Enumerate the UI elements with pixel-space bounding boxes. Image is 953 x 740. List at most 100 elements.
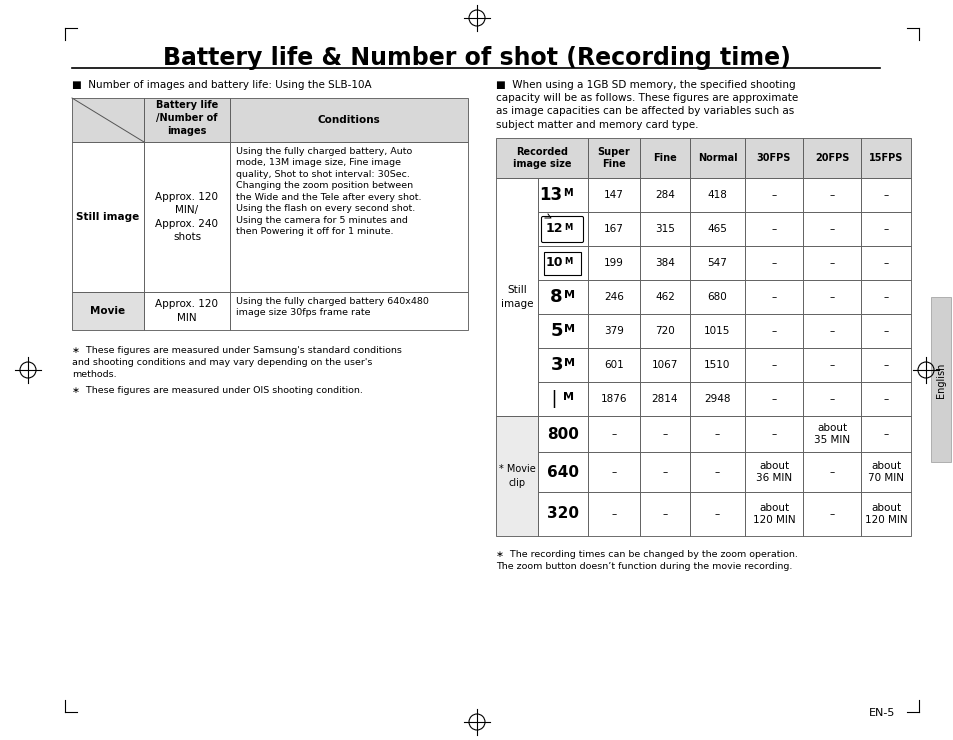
Text: 640: 640: [546, 465, 578, 480]
Text: M: M: [563, 257, 572, 266]
Bar: [802, 212, 861, 246]
Bar: [537, 314, 587, 348]
Text: 384: 384: [655, 258, 674, 268]
Text: –: –: [828, 509, 834, 519]
Bar: [802, 138, 861, 178]
Text: 167: 167: [603, 224, 623, 234]
Text: Normal: Normal: [697, 153, 737, 163]
Text: –: –: [771, 394, 776, 404]
Bar: [639, 280, 689, 314]
Bar: [537, 348, 587, 382]
Text: 199: 199: [603, 258, 623, 268]
Bar: [144, 98, 230, 142]
Bar: [537, 178, 587, 212]
Bar: [689, 492, 744, 536]
Bar: [71, 98, 144, 142]
Text: –: –: [661, 429, 667, 439]
Text: 246: 246: [603, 292, 623, 302]
Text: –: –: [882, 394, 887, 404]
Bar: [861, 348, 910, 382]
Text: about
36 MIN: about 36 MIN: [755, 460, 791, 483]
Text: ■  When using a 1GB SD memory, the specified shooting
capacity will be as follow: ■ When using a 1GB SD memory, the specif…: [496, 80, 798, 130]
Text: 13: 13: [538, 186, 561, 204]
Bar: [861, 280, 910, 314]
Text: –: –: [882, 224, 887, 234]
Bar: [639, 348, 689, 382]
Text: 315: 315: [655, 224, 674, 234]
Bar: [537, 280, 587, 314]
Text: 10: 10: [545, 255, 562, 269]
Text: Conditions: Conditions: [317, 115, 380, 125]
Bar: [802, 314, 861, 348]
Bar: [230, 292, 468, 330]
Text: 3: 3: [550, 356, 562, 374]
Bar: [861, 492, 910, 536]
Bar: [861, 452, 910, 492]
Text: Battery life
/Number of
images: Battery life /Number of images: [155, 100, 218, 135]
Bar: [587, 246, 639, 280]
Bar: [537, 416, 587, 452]
Text: Still image: Still image: [76, 212, 139, 222]
Text: about
70 MIN: about 70 MIN: [867, 460, 903, 483]
Text: * Movie
clip: * Movie clip: [498, 464, 535, 488]
Bar: [744, 416, 802, 452]
Bar: [802, 452, 861, 492]
Text: M: M: [563, 358, 575, 368]
Bar: [689, 280, 744, 314]
Text: –: –: [882, 360, 887, 370]
Bar: [639, 212, 689, 246]
Text: 15FPS: 15FPS: [868, 153, 902, 163]
Bar: [587, 280, 639, 314]
Text: –: –: [828, 258, 834, 268]
Text: –: –: [771, 190, 776, 200]
Text: M: M: [562, 188, 572, 198]
Text: 720: 720: [655, 326, 674, 336]
Text: Still
image: Still image: [500, 285, 533, 309]
Bar: [230, 98, 468, 142]
Text: EN-5: EN-5: [868, 708, 894, 718]
Bar: [689, 452, 744, 492]
Bar: [71, 142, 144, 292]
Bar: [496, 178, 537, 416]
Bar: [802, 246, 861, 280]
FancyBboxPatch shape: [541, 217, 583, 243]
Text: 547: 547: [707, 258, 727, 268]
Text: 1015: 1015: [703, 326, 730, 336]
Bar: [144, 292, 230, 330]
Text: 2814: 2814: [651, 394, 678, 404]
Bar: [587, 416, 639, 452]
Bar: [802, 492, 861, 536]
Bar: [689, 314, 744, 348]
Bar: [689, 138, 744, 178]
Bar: [689, 348, 744, 382]
Bar: [689, 212, 744, 246]
Text: Approx. 120
MIN/
Approx. 240
shots: Approx. 120 MIN/ Approx. 240 shots: [155, 192, 218, 242]
Text: –: –: [828, 360, 834, 370]
Bar: [744, 452, 802, 492]
Bar: [587, 452, 639, 492]
Bar: [744, 382, 802, 416]
Text: –: –: [771, 429, 776, 439]
Text: about
120 MIN: about 120 MIN: [863, 502, 906, 525]
Bar: [802, 280, 861, 314]
Text: –: –: [882, 190, 887, 200]
Bar: [587, 212, 639, 246]
Text: 1067: 1067: [651, 360, 678, 370]
Text: ❘: ❘: [545, 390, 560, 408]
Text: ∗  These figures are measured under Samsung's standard conditions
and shooting c: ∗ These figures are measured under Samsu…: [71, 346, 401, 379]
Bar: [587, 382, 639, 416]
Text: –: –: [771, 326, 776, 336]
Text: –: –: [611, 467, 616, 477]
Text: 2948: 2948: [703, 394, 730, 404]
Text: Fine: Fine: [653, 153, 677, 163]
Bar: [496, 138, 587, 178]
Text: –: –: [611, 509, 616, 519]
Text: –: –: [714, 509, 720, 519]
Bar: [587, 178, 639, 212]
Text: –: –: [828, 190, 834, 200]
Text: –: –: [661, 509, 667, 519]
Bar: [587, 492, 639, 536]
Text: about
120 MIN: about 120 MIN: [752, 502, 795, 525]
Bar: [537, 246, 587, 280]
Bar: [861, 314, 910, 348]
